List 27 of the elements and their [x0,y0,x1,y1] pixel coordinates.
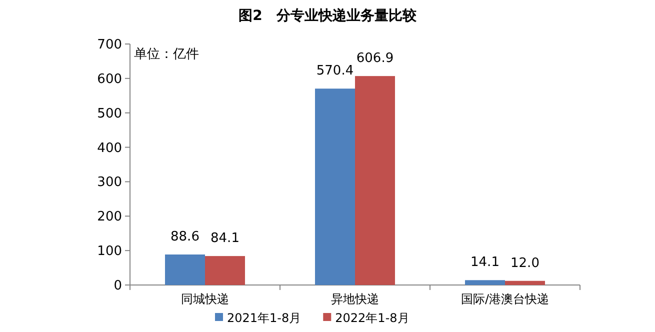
data-label: 570.4 [316,64,354,79]
data-label: 84.1 [210,231,240,246]
data-label: 88.6 [170,229,200,244]
y-tick-label: 600 [97,72,122,87]
data-label: 14.1 [470,255,500,270]
y-tick-label: 300 [97,175,122,190]
bar [315,88,355,285]
bar [355,76,395,285]
data-label: 606.9 [356,51,394,66]
y-tick-label: 400 [97,140,122,156]
bar [505,280,545,285]
bar [465,280,505,285]
x-tick-label: 同城快递 [181,292,229,306]
chart-title: 图2 分专业快递业务量比较 [238,7,418,24]
x-tick-label: 国际/港澳台快递 [460,292,550,306]
annotation: 单位：亿件 [134,47,199,62]
y-tick-label: 200 [97,210,122,225]
data-label: 12.0 [510,256,540,271]
legend-label: 2022年1-8月 [335,311,410,325]
bar [205,256,245,285]
y-tick-label: 0 [114,278,122,294]
bar [165,254,205,285]
x-tick-label: 异地快递 [331,292,379,306]
legend-label: 2021年1-8月 [227,311,302,325]
y-tick-label: 500 [97,106,122,122]
y-tick-label: 100 [97,244,122,260]
y-tick-label: 700 [97,38,122,52]
